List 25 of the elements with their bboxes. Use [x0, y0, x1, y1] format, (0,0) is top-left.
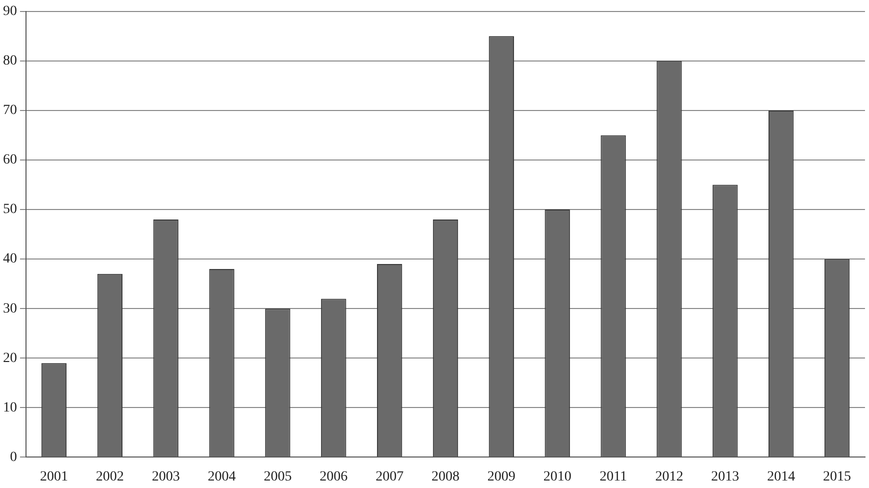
y-tick-label: 70 [3, 103, 17, 118]
y-tick-label: 0 [10, 450, 17, 465]
x-tick-label: 2007 [376, 469, 404, 484]
y-tick-label: 40 [3, 252, 17, 267]
y-tick-label: 50 [3, 202, 17, 218]
x-tick-label: 2010 [543, 469, 572, 484]
y-tick-label: 60 [3, 152, 17, 168]
y-tick-label: 30 [3, 301, 17, 316]
x-tick-label: 2005 [264, 469, 292, 484]
x-tick-label: 2004 [208, 469, 236, 484]
x-tick-label: 2008 [432, 469, 460, 484]
x-tick-label: 2002 [96, 469, 124, 484]
x-tick-label: 2006 [320, 469, 348, 484]
y-tick-label: 80 [3, 54, 17, 69]
x-tick-label: 2014 [767, 469, 796, 484]
x-tick-label: 2003 [152, 469, 180, 484]
x-tick-label: 2015 [823, 469, 852, 484]
x-tick-label: 2001 [40, 469, 68, 484]
x-tick-label: 2012 [655, 469, 684, 484]
x-tick-label: 2011 [600, 469, 628, 484]
y-tick-label: 10 [3, 400, 17, 416]
x-tick-label: 2009 [487, 469, 516, 484]
x-tick-label: 2013 [711, 469, 740, 484]
y-tick-label: 20 [3, 350, 17, 366]
y-tick-label: 90 [3, 4, 17, 20]
